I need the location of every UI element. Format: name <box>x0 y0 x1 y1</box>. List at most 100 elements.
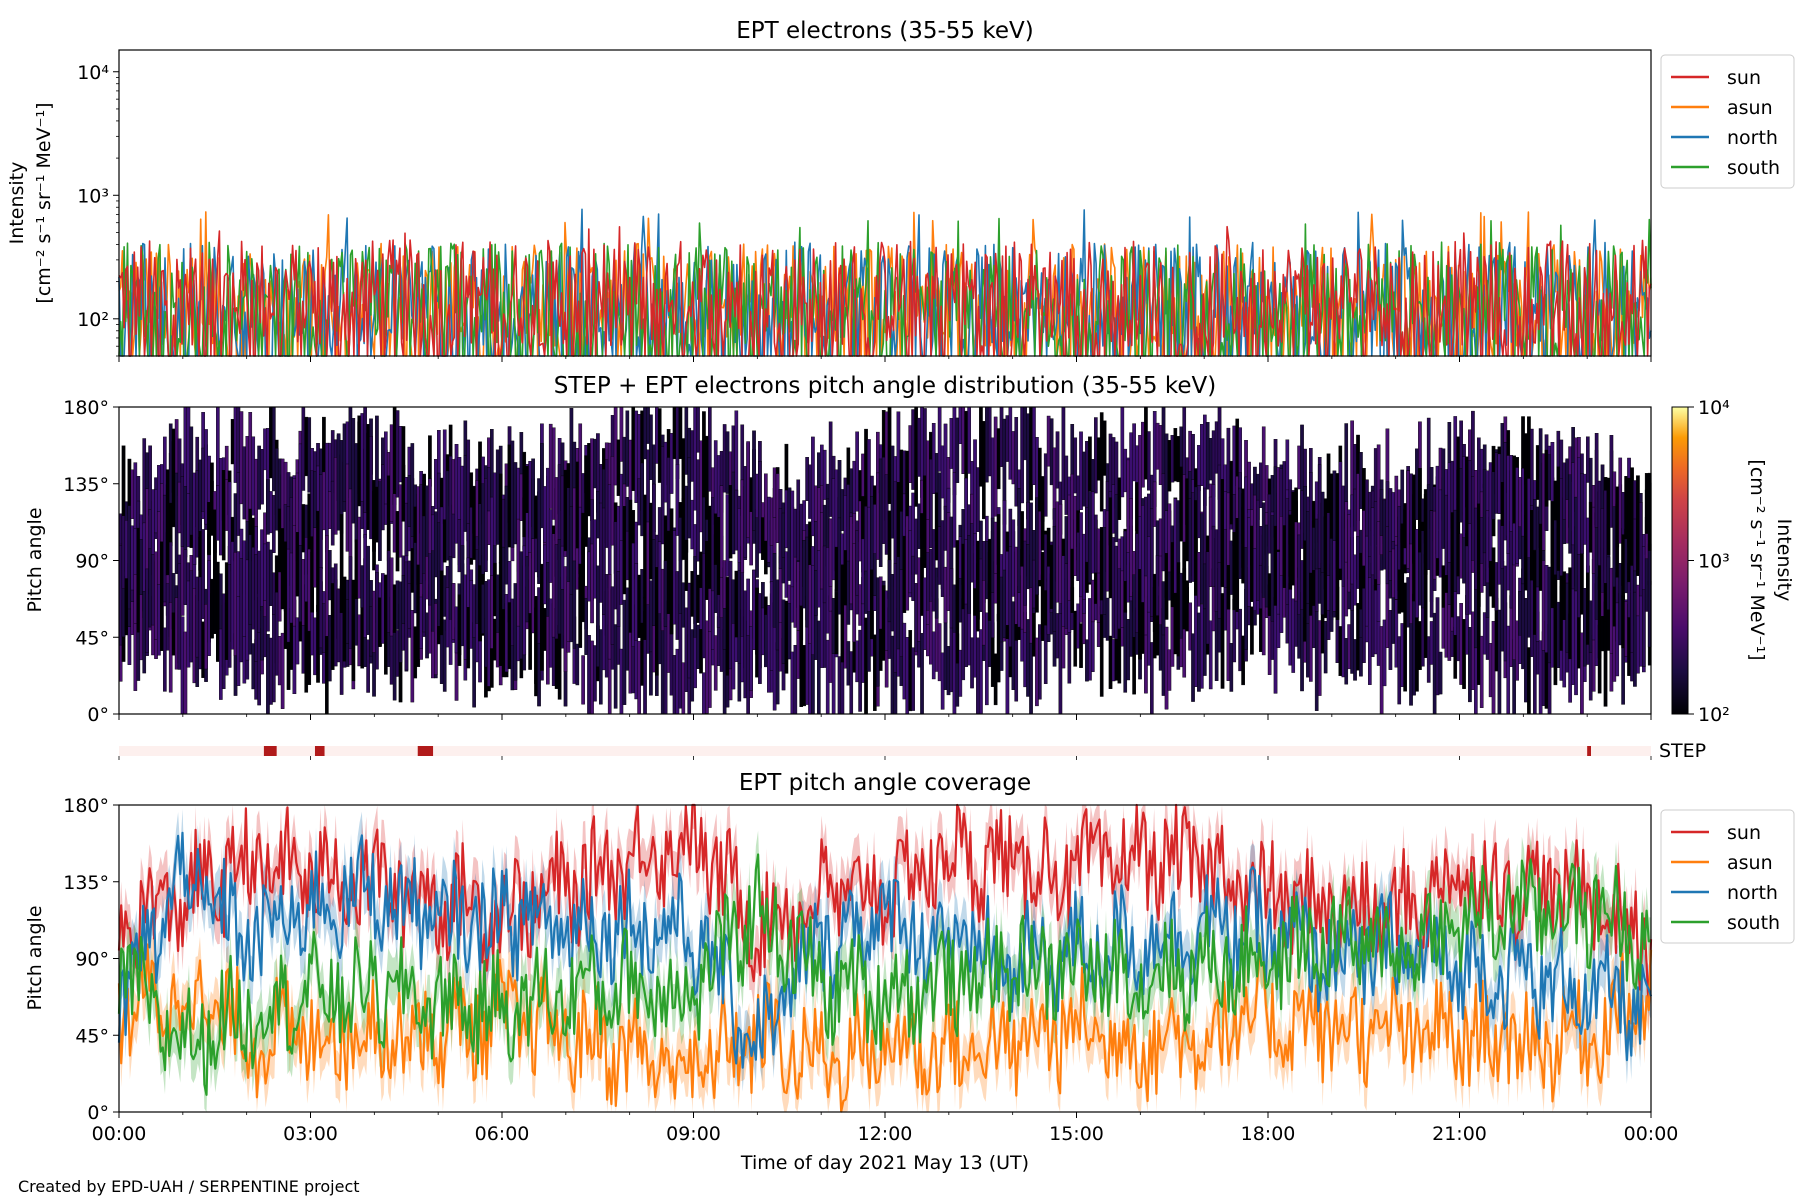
pad-cell <box>1423 509 1428 575</box>
pad-cell <box>260 529 264 611</box>
pad-cell <box>366 639 370 693</box>
pad-cell <box>298 545 303 622</box>
pad-cell <box>1409 532 1413 624</box>
pad-cell <box>183 406 188 487</box>
pad-cell <box>363 406 367 513</box>
pad-cell <box>1376 521 1381 585</box>
pad-cell <box>554 544 559 640</box>
pad-cell <box>937 406 942 472</box>
pad-cell <box>171 612 176 656</box>
pad-cell <box>1491 547 1496 608</box>
step-strip: STEP <box>118 740 1706 762</box>
intensity-yunit: [cm⁻² s⁻¹ sr⁻¹ MeV⁻¹] <box>33 102 55 303</box>
pad-cell <box>811 436 815 537</box>
pad-cell <box>976 467 980 532</box>
pad-cell <box>1197 485 1201 539</box>
pad-cell <box>1052 526 1057 632</box>
pad-cell <box>987 406 992 477</box>
pad-cell <box>204 429 208 525</box>
pad-cell <box>1205 422 1210 490</box>
pad-cell <box>1058 609 1063 715</box>
pad-cell <box>1026 544 1030 590</box>
pad-cell <box>1232 532 1237 611</box>
pad-cell <box>351 579 356 682</box>
pad-cell <box>822 449 827 500</box>
pad-cell <box>313 617 317 676</box>
pad-ylabel: Pitch angle <box>24 507 46 612</box>
pad-cell <box>1524 598 1528 703</box>
pad-cell <box>484 478 488 572</box>
pad-cell <box>510 598 515 646</box>
pad-cell <box>681 438 686 502</box>
pad-cell <box>855 530 859 596</box>
pad-cell <box>442 619 447 692</box>
pad-cell <box>1370 562 1375 658</box>
intensity-title: EPT electrons (35-55 keV) <box>736 18 1033 44</box>
pad-cell <box>625 530 630 581</box>
pad-cell <box>304 537 309 602</box>
pad-cell <box>631 542 636 647</box>
pad-cell <box>133 574 138 624</box>
pad-cell <box>949 568 954 629</box>
pad-cell <box>439 570 444 636</box>
pad-cell <box>840 653 845 715</box>
pad-cell <box>1512 563 1516 660</box>
pad-cell <box>1123 448 1128 493</box>
pad-cell <box>1429 510 1434 618</box>
pad-cell <box>587 443 591 517</box>
pad-cell <box>1208 620 1213 690</box>
pad-cell <box>926 552 930 611</box>
pad-cell <box>1250 606 1254 655</box>
pad-cell <box>1264 524 1269 608</box>
pad-cell <box>1353 639 1357 681</box>
pad-cell <box>713 513 718 565</box>
pad-cell <box>937 623 942 682</box>
intensity-legend-label-asun: asun <box>1727 97 1773 119</box>
pad-cell <box>631 406 636 492</box>
pad-cell <box>1129 498 1133 597</box>
pad-cell <box>734 489 739 551</box>
pad-cell <box>1627 477 1631 583</box>
pad-cell <box>1020 406 1024 504</box>
pad-cell <box>395 511 400 572</box>
pad-cell <box>649 580 653 653</box>
pad-cell <box>1456 469 1461 577</box>
pad-cell <box>764 473 768 542</box>
pad-cell <box>1506 455 1511 555</box>
colorbar-tick-label: 10² <box>1698 704 1730 726</box>
pad-cell <box>982 421 986 520</box>
pad-cell <box>1064 516 1069 570</box>
pad-cell <box>1276 467 1281 551</box>
pad-cell <box>274 592 279 676</box>
pad-cell <box>543 486 547 543</box>
pad-cell <box>1415 448 1419 520</box>
pad-cell <box>1506 625 1511 715</box>
pad-cell <box>1079 431 1083 510</box>
pad-cell <box>931 423 936 495</box>
step-intervals <box>118 746 1652 760</box>
pad-cell <box>734 570 739 638</box>
coverage-legend-label-asun: asun <box>1727 852 1773 874</box>
pad-cell <box>1155 555 1160 616</box>
step-interval <box>314 746 325 756</box>
coverage-band-asun <box>119 920 1651 1112</box>
pad-cell <box>242 446 247 520</box>
pad-cell <box>784 551 789 598</box>
pad-cell <box>1518 591 1522 636</box>
colorbar-ticks: 10² 10³ 10⁴ <box>1688 397 1730 726</box>
pad-cell <box>937 526 942 585</box>
coverage-xtick-label: 09:00 <box>666 1123 721 1145</box>
pad-cell <box>1588 645 1593 701</box>
pad-cell <box>1070 424 1075 481</box>
pad-cell <box>1409 473 1413 545</box>
intensity-panel: EPT electrons (35-55 keV) 10² 10³ 10⁴ Inte… <box>6 18 1795 362</box>
pad-cell <box>1194 500 1198 596</box>
pad-cell <box>543 608 547 651</box>
pad-cell <box>758 461 762 554</box>
pad-cell <box>619 406 624 462</box>
pad-cell <box>772 467 777 519</box>
pad-cell <box>1161 473 1166 572</box>
pad-cell <box>1500 482 1505 527</box>
pad-cell <box>1588 501 1593 553</box>
pad-cell <box>407 475 412 527</box>
